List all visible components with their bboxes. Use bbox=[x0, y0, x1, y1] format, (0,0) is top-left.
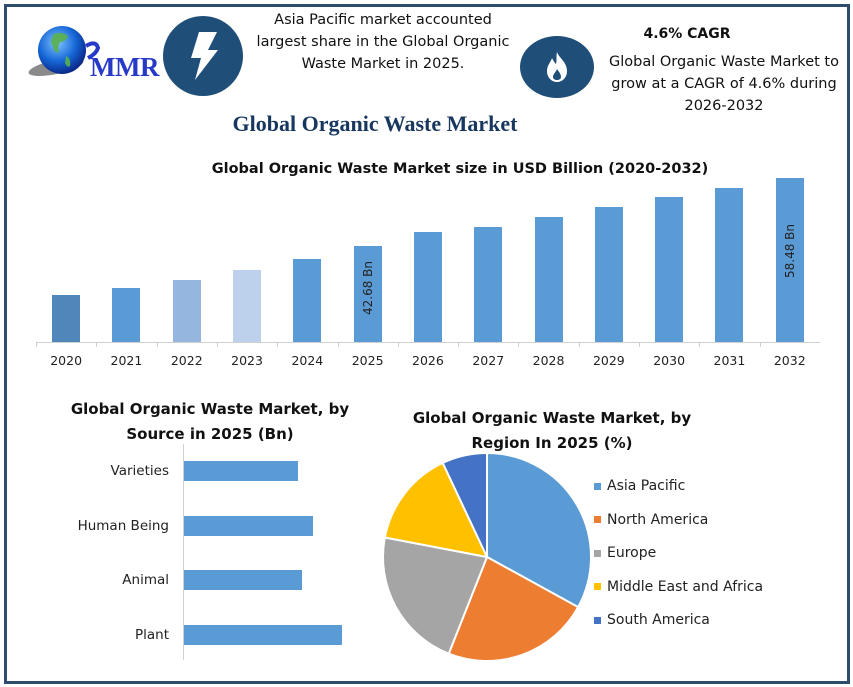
bar-2025 bbox=[353, 246, 382, 342]
x-label: 2029 bbox=[592, 353, 625, 368]
x-tick bbox=[699, 342, 701, 347]
logo-text: MMR bbox=[90, 52, 159, 82]
mmr-logo: MMR bbox=[26, 22, 161, 88]
highlight-asia-pacific-text: Asia Pacific market accounted largest sh… bbox=[256, 12, 510, 72]
flame-icon bbox=[547, 52, 567, 82]
x-tick bbox=[337, 342, 339, 347]
legend-swatch bbox=[594, 516, 601, 523]
legend-label: North America bbox=[607, 511, 709, 528]
x-tick bbox=[216, 342, 218, 347]
legend-item: Asia Pacific bbox=[594, 478, 685, 494]
x-label: 2030 bbox=[653, 353, 686, 368]
source-label: Animal bbox=[122, 572, 169, 588]
x-label: 2023 bbox=[231, 353, 263, 368]
infographic-frame bbox=[4, 4, 850, 684]
x-label: 2025 bbox=[351, 353, 384, 368]
pie-slice-middle-east-and-africa bbox=[383, 461, 489, 559]
legend-swatch bbox=[594, 583, 601, 590]
bar-2026 bbox=[413, 232, 442, 342]
x-label: 2026 bbox=[412, 353, 444, 368]
market-size-chart-title: Global Organic Waste Market size in USD … bbox=[211, 161, 709, 177]
source-bar bbox=[184, 515, 313, 536]
x-tick bbox=[277, 342, 279, 347]
globe-icon bbox=[28, 26, 101, 76]
bar-2032 bbox=[775, 178, 804, 342]
x-label: 2032 bbox=[773, 353, 806, 368]
bar-2029 bbox=[594, 207, 623, 342]
pie-slice-europe bbox=[382, 536, 489, 655]
legend-swatch bbox=[594, 549, 601, 557]
bar-2030 bbox=[655, 197, 684, 342]
x-tick bbox=[639, 342, 640, 347]
main-title: Global Organic Waste Market bbox=[232, 111, 518, 136]
legend-label: Middle East and Africa bbox=[607, 578, 764, 595]
x-tick bbox=[96, 342, 98, 347]
source-title-line-1: Global Organic Waste Market, by bbox=[70, 400, 350, 418]
lightning-icon bbox=[191, 32, 218, 80]
x-tick bbox=[36, 342, 37, 347]
bar-2024 bbox=[293, 259, 322, 342]
y-axis bbox=[183, 444, 184, 660]
bar-2031 bbox=[715, 188, 744, 342]
pie-slice-north-america bbox=[447, 555, 580, 662]
region-title-line-2: Region In 2025 (%) bbox=[471, 434, 633, 452]
source-label: Varieties bbox=[110, 463, 169, 479]
region-title-line-1: Global Organic Waste Market, by bbox=[412, 409, 692, 427]
source-bar bbox=[184, 624, 342, 645]
x-tick bbox=[759, 342, 761, 347]
source-label: Human Being bbox=[77, 517, 169, 534]
legend-swatch bbox=[594, 616, 601, 624]
x-tick bbox=[518, 342, 520, 347]
pie-slice-south-america bbox=[441, 451, 488, 558]
x-label: 2027 bbox=[472, 353, 505, 368]
cagr-title: 4.6% CAGR bbox=[643, 26, 731, 42]
x-tick bbox=[397, 342, 399, 347]
x-label: 2031 bbox=[713, 353, 746, 368]
x-label: 2022 bbox=[170, 353, 203, 368]
market-size-bar-chart: 2020 2021 2022 2023 2024 2025 42.68 Bn 2026 2027… bbox=[36, 178, 820, 368]
bar-2023 bbox=[233, 270, 262, 342]
x-label: 2024 bbox=[291, 353, 324, 368]
x-label: 2021 bbox=[110, 353, 143, 368]
source-chart-title: Global Organic Waste Market, by Source i… bbox=[40, 397, 380, 447]
x-axis bbox=[36, 342, 820, 343]
legend-swatch bbox=[594, 482, 601, 490]
legend-item: Europe bbox=[594, 545, 656, 561]
bar-2028 bbox=[534, 217, 563, 342]
source-label: Plant bbox=[134, 626, 169, 643]
source-bar bbox=[184, 461, 298, 481]
source-bar bbox=[184, 570, 302, 590]
x-tick bbox=[578, 342, 580, 347]
source-bar-chart: Varieties Human Being Animal Plant bbox=[0, 0, 400, 687]
pie-slice-asia-pacific bbox=[486, 451, 592, 609]
bar-2020 bbox=[52, 295, 81, 342]
legend-item: Middle East and Africa bbox=[594, 579, 763, 595]
x-tick bbox=[458, 342, 460, 347]
legend-item: North America bbox=[594, 512, 708, 528]
x-label: 2020 bbox=[50, 353, 83, 368]
lightning-badge bbox=[163, 16, 243, 96]
bar-2022 bbox=[172, 280, 201, 342]
bar-2027 bbox=[474, 227, 503, 342]
legend-item: South America bbox=[594, 612, 710, 628]
x-label: 2028 bbox=[532, 353, 565, 368]
bar-2021 bbox=[112, 288, 141, 342]
flame-badge bbox=[520, 36, 594, 98]
x-tick bbox=[156, 342, 158, 347]
legend-label: Europe bbox=[607, 545, 657, 561]
cagr-description: Global Organic Waste Market to grow at a… bbox=[609, 54, 839, 114]
region-pie-chart bbox=[382, 451, 592, 662]
data-label: 58.48 Bn bbox=[782, 223, 797, 278]
legend-label: South America bbox=[607, 612, 710, 628]
source-title-line-2: Source in 2025 (Bn) bbox=[126, 425, 294, 443]
legend-label: Asia Pacific bbox=[607, 478, 686, 494]
region-chart-title: Global Organic Waste Market, by Region I… bbox=[392, 406, 712, 456]
